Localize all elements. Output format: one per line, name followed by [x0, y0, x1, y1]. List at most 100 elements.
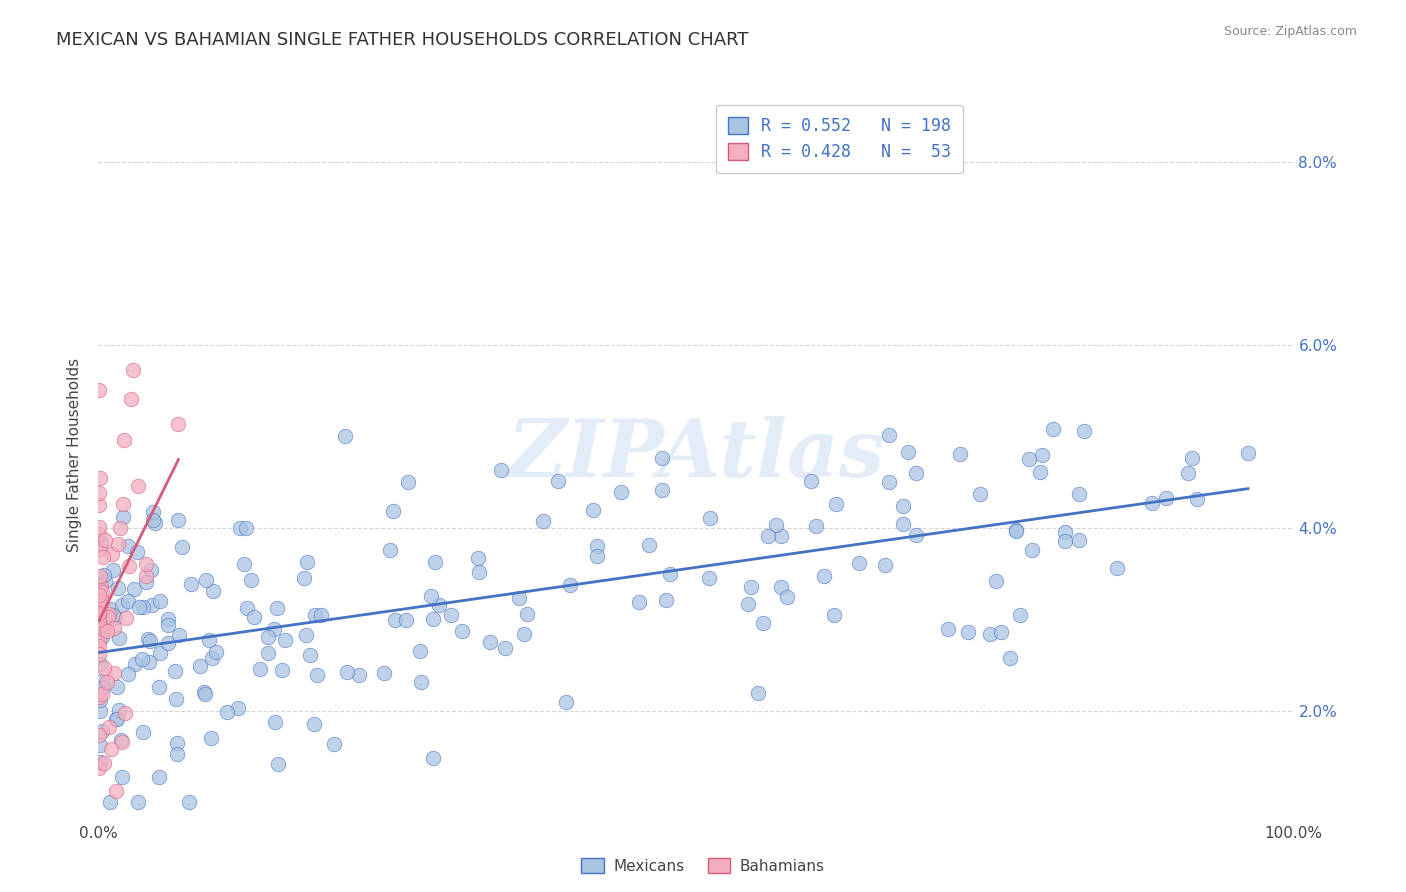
Point [148, 770, 170, 784]
Point [201, 651, 224, 665]
Point [97, 610, 120, 624]
Point [87, 383, 110, 397]
Point [108, 703, 131, 717]
Point [638, 538, 661, 552]
Point [93, 661, 115, 675]
Point [877, 475, 900, 489]
Point [167, 628, 190, 642]
Point [1181, 450, 1204, 465]
Point [166, 736, 188, 750]
Text: Source: ZipAtlas.com: Source: ZipAtlas.com [1223, 25, 1357, 38]
Point [117, 558, 139, 573]
Point [651, 483, 673, 498]
Point [307, 667, 329, 681]
Point [1028, 465, 1050, 479]
Point [103, 666, 125, 681]
Point [138, 655, 160, 669]
Point [105, 712, 128, 726]
Point [107, 581, 129, 595]
Point [201, 584, 224, 599]
Point [89, 640, 111, 654]
Point [257, 646, 280, 660]
Point [756, 529, 779, 543]
Point [100, 602, 122, 616]
Point [936, 622, 959, 636]
Point [628, 595, 651, 609]
Point [127, 796, 149, 810]
Point [103, 621, 125, 635]
Point [235, 521, 257, 535]
Point [699, 511, 721, 525]
Point [96, 675, 118, 690]
Point [139, 634, 162, 648]
Point [769, 529, 792, 543]
Point [1177, 466, 1199, 480]
Point [440, 607, 463, 622]
Point [381, 504, 404, 518]
Point [111, 735, 134, 749]
Point [105, 783, 128, 797]
Point [1042, 422, 1064, 436]
Point [979, 626, 1001, 640]
Point [165, 691, 187, 706]
Point [111, 770, 134, 784]
Point [292, 571, 315, 585]
Point [747, 686, 769, 700]
Point [89, 579, 111, 593]
Point [89, 738, 111, 752]
Point [87, 588, 110, 602]
Point [170, 540, 193, 554]
Point [1005, 523, 1028, 537]
Point [610, 484, 633, 499]
Point [149, 646, 172, 660]
Point [336, 665, 359, 680]
Point [87, 526, 110, 541]
Point [91, 622, 114, 636]
Point [1185, 492, 1208, 507]
Point [697, 571, 720, 585]
Point [513, 627, 536, 641]
Point [547, 474, 569, 488]
Point [89, 598, 111, 612]
Point [333, 429, 356, 443]
Point [396, 475, 419, 490]
Legend: Mexicans, Bahamians: Mexicans, Bahamians [575, 852, 831, 880]
Point [114, 611, 136, 625]
Point [494, 641, 516, 656]
Point [97, 607, 120, 621]
Point [267, 757, 290, 772]
Point [87, 520, 110, 534]
Point [135, 558, 157, 572]
Point [128, 600, 150, 615]
Point [1107, 561, 1129, 575]
Point [149, 593, 172, 607]
Point [156, 636, 179, 650]
Point [949, 447, 972, 461]
Point [94, 533, 117, 548]
Point [904, 467, 927, 481]
Point [122, 363, 145, 377]
Point [87, 727, 110, 741]
Point [98, 796, 121, 810]
Point [107, 537, 129, 551]
Point [765, 517, 787, 532]
Point [112, 433, 135, 447]
Point [90, 579, 112, 593]
Point [111, 510, 134, 524]
Point [226, 701, 249, 715]
Point [194, 687, 217, 701]
Point [90, 536, 112, 550]
Legend: R = 0.552   N = 198, R = 0.428   N =  53: R = 0.552 N = 198, R = 0.428 N = 53 [716, 105, 963, 173]
Point [90, 674, 112, 689]
Point [132, 599, 155, 614]
Point [304, 608, 326, 623]
Point [110, 521, 132, 535]
Point [309, 607, 332, 622]
Point [215, 705, 238, 719]
Point [1237, 446, 1260, 460]
Point [89, 755, 111, 769]
Point [87, 607, 110, 621]
Point [105, 712, 128, 726]
Point [1018, 451, 1040, 466]
Point [87, 600, 110, 615]
